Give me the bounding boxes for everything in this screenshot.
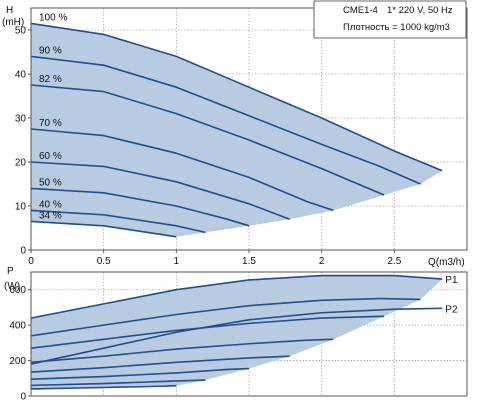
head-curve-70 (31, 128, 334, 212)
x-tick-label: 2.5 (387, 256, 401, 267)
head-y-tick-label: 50 (15, 26, 27, 37)
head-y-axis-title: H (6, 5, 13, 16)
head-curve-90 (31, 55, 421, 185)
info-box-frame (313, 0, 467, 39)
power-curve-3 (31, 315, 385, 349)
info-box: CME1-4 1* 220 V, 50 Hz Плотность = 1000 … (313, 0, 467, 39)
head-curve-34 (31, 220, 177, 238)
power-curve-label: P2 (445, 304, 458, 315)
head-y-ticks: 0 10 20 30 40 50 (15, 26, 31, 257)
head-curve-82 (31, 84, 385, 196)
head-curve-100 (31, 22, 443, 172)
power-y-tick-label: 600 (9, 285, 26, 296)
head-panel: 100 %90 %82 %70 %60 %50 %40 %34 % 010203… (2, 0, 468, 267)
head-curve-label: 40 % (39, 199, 62, 210)
head-curve-label: 82 % (39, 74, 62, 85)
pump-model: CME1-4 (343, 5, 378, 16)
power-curve-P1 (31, 274, 443, 319)
power-panel: P1 P2 0 200 400 600 Q(m3/h) P (W) (4, 257, 468, 403)
power-y-axis-title: P (7, 266, 14, 277)
head-curve-label: 50 % (39, 177, 62, 188)
head-y-tick-label: 30 (15, 114, 27, 125)
power-curve-label: P1 (445, 275, 458, 286)
flow-axis-title: Q(m3/h) (428, 257, 465, 268)
head-area-fill (31, 23, 443, 237)
x-tick-label: 0.5 (97, 256, 111, 267)
power-supply: 1* 220 V, 50 Hz (387, 5, 453, 16)
power-curves (31, 274, 443, 390)
head-curve-label: 60 % (39, 151, 62, 162)
power-curve-6 (31, 367, 250, 380)
head-curve-label: 34 % (39, 210, 62, 221)
power-y-tick-label: 400 (9, 321, 26, 332)
power-operating-area (31, 275, 443, 389)
power-curve-8 (31, 384, 177, 390)
power-y-tick-label: 0 (20, 392, 26, 401)
head-operating-area (31, 23, 443, 237)
head-y-axis-unit: (mH) (2, 17, 24, 28)
head-curves (31, 22, 443, 238)
power-y-axis-unit: (W) (4, 281, 20, 292)
power-y-tick-label: 200 (9, 356, 26, 367)
head-curve-40 (31, 209, 206, 234)
power-curve-P2 (31, 307, 443, 365)
head-curve-label: 100 % (39, 12, 67, 23)
head-curve-label: 70 % (39, 118, 62, 129)
x-tick-label: 1 (174, 256, 180, 267)
power-curve-7 (31, 379, 206, 387)
head-y-tick-label: 20 (15, 158, 27, 169)
head-y-tick-label: 10 (15, 202, 27, 213)
head-y-tick-label: 40 (15, 70, 27, 81)
head-curve-labels: 100 % 90 % 82 % 70 % 60 % 50 % 40 %34 % (39, 12, 67, 221)
power-y-ticks: 0 200 400 600 (9, 285, 31, 403)
head-x-ticks: 0 0.5 1 1.5 2 2.5 (28, 250, 402, 267)
head-curve-50 (31, 187, 250, 227)
power-curve-labels: P1 P2 (445, 275, 458, 315)
power-curve-2 (31, 297, 421, 337)
x-tick-label: 2 (319, 256, 325, 267)
power-plot-frame (30, 271, 468, 397)
head-y-tick-label: 0 (20, 246, 26, 257)
x-tick-label: 1.5 (242, 256, 256, 267)
power-area-fill (31, 275, 443, 389)
x-tick-label: 0 (28, 256, 34, 267)
fluid-density: Плотность = 1000 kg/m3 (343, 22, 450, 33)
power-curve-5 (31, 355, 290, 373)
head-curve-60 (31, 161, 290, 220)
power-curve-4 (31, 338, 334, 364)
head-curve-label: 90 % (39, 45, 62, 56)
